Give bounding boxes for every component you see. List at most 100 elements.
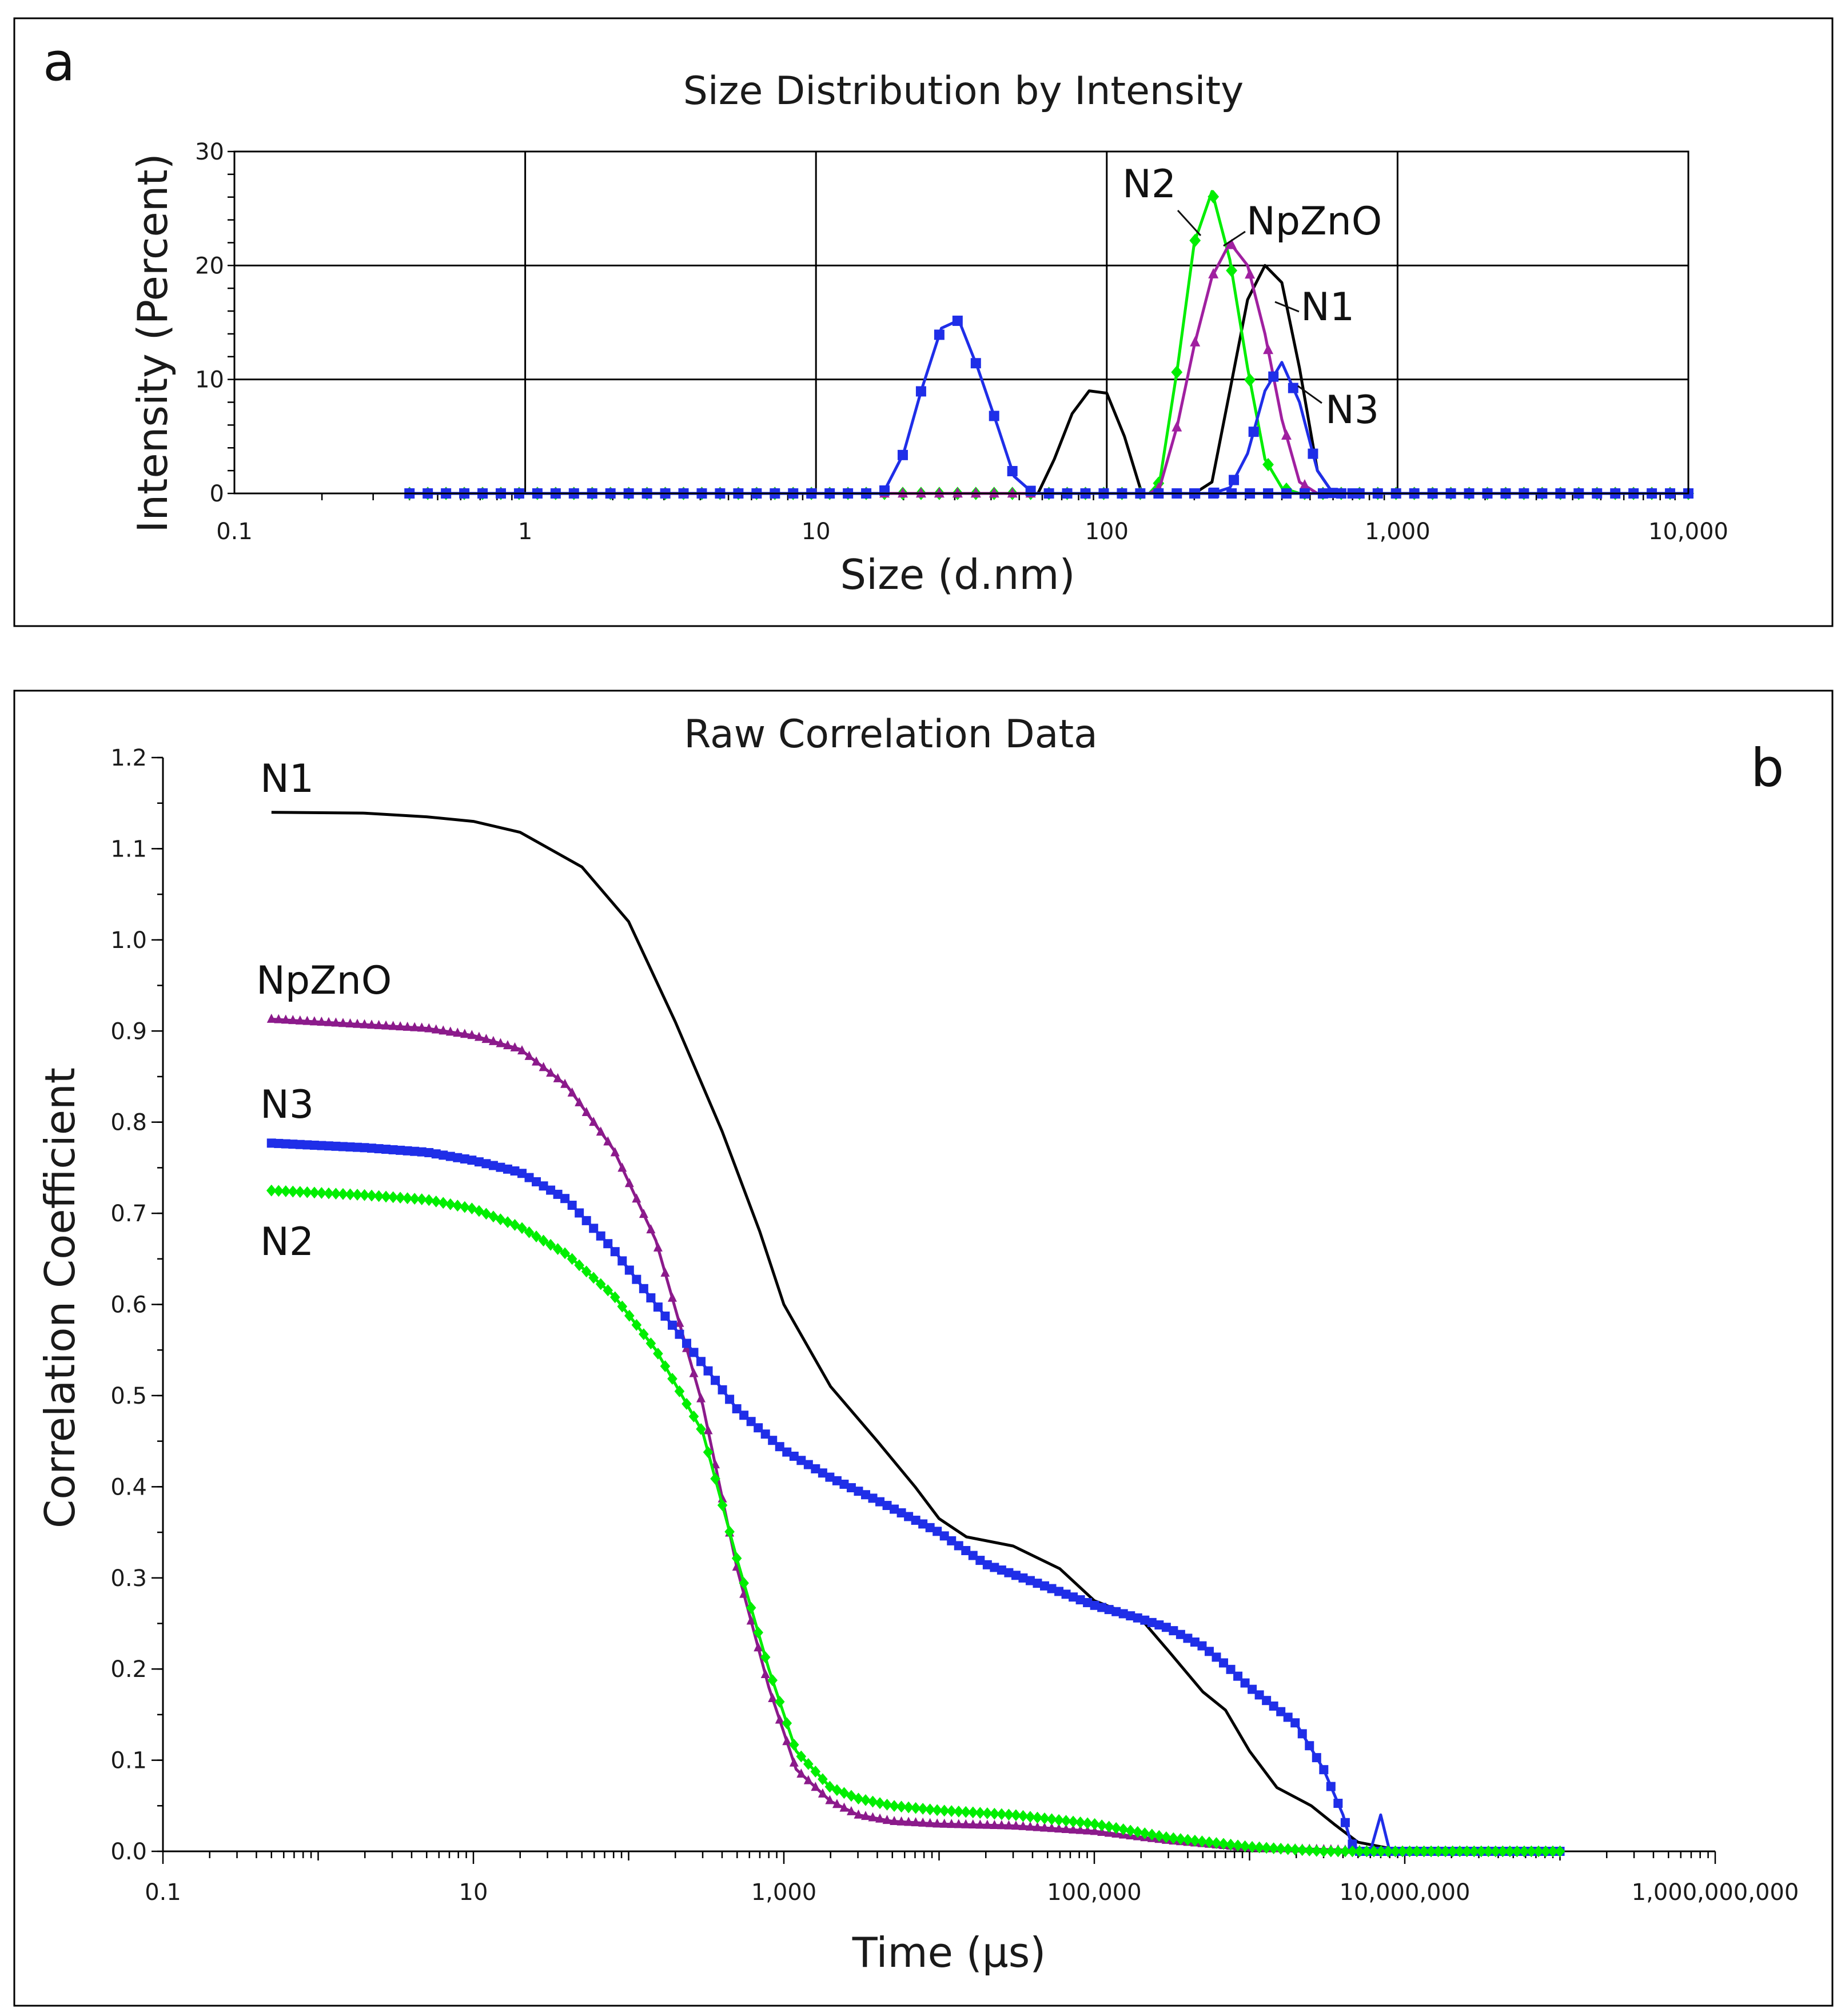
xtick-label: 0.1	[145, 1879, 181, 1906]
series-n3-marker	[360, 1143, 369, 1153]
series-n3-marker	[746, 1417, 756, 1427]
series-n2-marker	[460, 1201, 470, 1213]
series-n2-marker	[1225, 1838, 1236, 1851]
series-n2-marker	[961, 1806, 971, 1818]
series-n3-marker	[453, 1153, 463, 1162]
series-n3-marker	[388, 1145, 398, 1154]
series-n3-marker	[1007, 466, 1018, 477]
series-n3-marker	[309, 1140, 319, 1150]
series-n3-marker	[1233, 1671, 1243, 1681]
series-n3-marker	[1219, 1658, 1229, 1668]
series-n2-marker	[1247, 1840, 1257, 1853]
series-n3-marker	[1075, 1595, 1085, 1605]
series-n2-marker	[803, 1758, 814, 1770]
series-npzno-marker	[524, 1050, 534, 1060]
series-npzno-marker	[832, 1799, 842, 1808]
series-n2-marker	[724, 1525, 735, 1538]
series-n2-marker	[1046, 1813, 1057, 1826]
series-n3-marker	[589, 1224, 599, 1233]
series-npzno-marker	[696, 1393, 706, 1403]
series-n3-marker	[1240, 1678, 1250, 1688]
series-npzno-marker	[1011, 1820, 1021, 1830]
series-n3-marker	[970, 358, 981, 369]
series-n2-marker	[910, 1802, 921, 1814]
series-n3-marker	[1025, 1576, 1035, 1585]
series-npzno-marker	[675, 1317, 684, 1327]
xtick-label: 1,000	[751, 1879, 817, 1906]
series-npzno-marker	[1226, 238, 1237, 249]
series-n3-marker	[854, 1487, 863, 1496]
series-npzno-marker	[345, 1018, 355, 1027]
series-npzno-marker	[653, 1242, 663, 1252]
series-npzno-marker	[496, 1038, 505, 1047]
series-n3-marker	[832, 1476, 842, 1485]
series-npzno-marker	[1245, 268, 1256, 279]
chart-a-title: Size Distribution by Intensity	[683, 69, 1244, 114]
series-n2-marker	[524, 1226, 535, 1238]
series-n3-marker	[274, 1138, 284, 1148]
series-npzno-marker	[796, 1768, 806, 1778]
series-n2-marker	[767, 1674, 778, 1687]
series-n2-marker	[1548, 1845, 1558, 1858]
series-n2-marker	[953, 1805, 964, 1818]
series-n3-marker	[460, 1154, 469, 1164]
series-n3-marker	[968, 1551, 978, 1560]
series-n2-marker	[438, 1197, 449, 1209]
series-n3-marker	[1004, 1568, 1014, 1577]
xtick-label: 10,000,000	[1339, 1879, 1470, 1906]
series-npzno-marker	[997, 1820, 1006, 1830]
series-n3-marker	[581, 1216, 591, 1225]
series-n2-marker	[538, 1234, 549, 1247]
series-n3-marker	[1104, 1605, 1114, 1615]
series-n3-marker	[417, 1147, 427, 1157]
series-npzno-marker	[825, 1795, 835, 1804]
series-npzno-marker	[775, 1714, 784, 1724]
series-npzno-marker	[317, 1017, 326, 1026]
series-n2-marker	[1262, 457, 1274, 472]
series-n3-marker	[952, 316, 963, 326]
series-npzno-marker	[302, 1015, 312, 1025]
chart-a-annotation-n1: N1	[1301, 285, 1354, 330]
ytick-label: 0.7	[110, 1201, 147, 1227]
xtick-label: 0.1	[216, 519, 253, 545]
series-n3-marker	[1161, 1623, 1171, 1632]
series-n3-marker	[1340, 1818, 1350, 1827]
series-n2-marker	[1282, 1843, 1293, 1855]
series-n3-marker	[1333, 1799, 1343, 1808]
series-n2-marker	[746, 1601, 756, 1614]
series-n2-marker	[352, 1189, 362, 1201]
chart-b-annotation-npzno: NpZnO	[256, 958, 392, 1003]
series-n3-marker	[1190, 1637, 1200, 1647]
series-n2-marker	[1240, 1840, 1250, 1852]
series-n2-marker	[731, 1552, 742, 1564]
series-npzno-marker	[982, 1819, 992, 1829]
series-n2-marker	[588, 1272, 599, 1284]
series-npzno-marker	[1083, 1825, 1093, 1835]
series-n2-marker	[1397, 1845, 1408, 1858]
series-n3-marker	[918, 1519, 928, 1529]
series-n3-marker	[481, 1159, 491, 1169]
series-n2-marker	[574, 1259, 584, 1272]
series-npzno-marker	[603, 1136, 613, 1146]
series-n3-marker	[725, 1395, 735, 1404]
series-n3-marker	[517, 1169, 527, 1178]
series-n3-marker	[754, 1423, 763, 1433]
panel-a: a Size Distribution by Intensity Intensi…	[13, 17, 1834, 627]
series-n2-marker	[302, 1186, 313, 1198]
series-n2-marker	[1347, 1845, 1358, 1858]
series-n3-marker	[603, 1239, 613, 1249]
series-n2-marker	[1161, 1831, 1171, 1843]
series-n3-marker	[639, 1284, 648, 1293]
xtick-label: 100,000	[1047, 1879, 1141, 1906]
series-npzno-marker	[860, 1811, 870, 1820]
series-n3-marker	[496, 1162, 505, 1172]
series-n3-marker	[1083, 1597, 1093, 1607]
series-n3-marker	[732, 1404, 742, 1413]
series-n3-marker	[739, 1411, 749, 1420]
series-n3-marker	[1011, 1571, 1021, 1580]
series-n2-marker	[1440, 1845, 1451, 1858]
series-n2-marker	[1018, 1810, 1029, 1822]
series-n3-marker	[353, 1142, 362, 1152]
series-npzno-marker	[1047, 1823, 1057, 1832]
